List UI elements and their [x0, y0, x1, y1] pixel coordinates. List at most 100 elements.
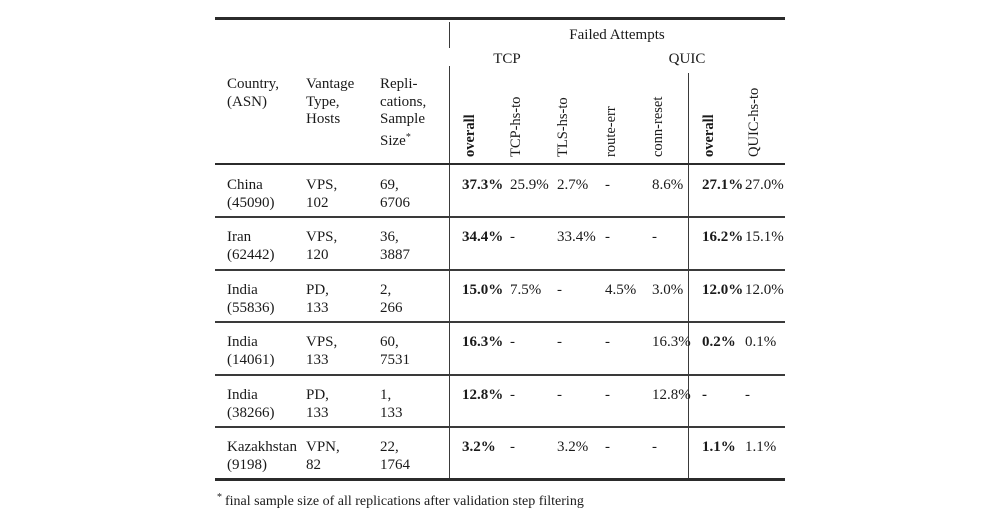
cell-tcp-hs-to: -: [510, 439, 515, 455]
cell-tcp-hs-to: 25.9%: [510, 177, 549, 193]
cell-country: India (55836): [227, 282, 275, 317]
cell-quic-hs-to: 15.1%: [745, 229, 784, 245]
column-header-replications-line4: Size*: [380, 131, 411, 149]
rule-row-3: [215, 321, 785, 323]
table-footnote: * final sample size of all replications a…: [217, 492, 584, 510]
rule-row-5: [215, 426, 785, 428]
rotated-header-tls-hs-to: TLS-hs-to: [555, 97, 571, 157]
country-name: India: [227, 334, 258, 350]
cell-quic-overall: 16.2%: [702, 229, 744, 245]
column-header-country-line1: Country,: [227, 76, 279, 92]
cell-tcp-hs-to: -: [510, 229, 515, 245]
cell-country: India (38266): [227, 387, 275, 422]
country-asn: (14061): [227, 351, 275, 368]
replications-count: 60,: [380, 334, 399, 350]
vantage-hosts: 133: [306, 404, 329, 421]
country-asn: (55836): [227, 299, 275, 316]
table-row-india-14061: India (14061) VPS, 133 60, 7531 16.3% - …: [0, 323, 1000, 375]
cell-vantage: VPS, 133: [306, 334, 337, 369]
cell-conn-reset: 8.6%: [652, 177, 684, 193]
column-header-vantage-line2: Type,: [306, 93, 340, 110]
cell-tls-hs-to: 3.2%: [557, 439, 589, 455]
country-asn: (45090): [227, 194, 275, 211]
cell-quic-overall: 12.0%: [702, 282, 744, 298]
vantage-type: VPN,: [306, 439, 340, 455]
group-header-tcp: TCP: [493, 51, 521, 67]
vline-tcp-header-top: [449, 22, 451, 48]
vantage-hosts: 102: [306, 194, 329, 211]
rule-header-bottom: [215, 163, 785, 165]
cell-replications: 36, 3887: [380, 229, 410, 264]
table-row-india-55836: India (55836) PD, 133 2, 266 15.0% 7.5% …: [0, 271, 1000, 323]
table-row-china-45090: China (45090) VPS, 102 69, 6706 37.3% 25…: [0, 166, 1000, 218]
cell-tcp-overall: 12.8%: [462, 387, 504, 403]
cell-tcp-hs-to: 7.5%: [510, 282, 542, 298]
vantage-type: VPS,: [306, 229, 338, 245]
cell-tcp-overall: 15.0%: [462, 282, 504, 298]
cell-replications: 60, 7531: [380, 334, 410, 369]
country-name: Kazakhstan: [227, 439, 297, 455]
country-asn: (9198): [227, 456, 267, 473]
replications-count: 1,: [380, 387, 392, 403]
country-name: China: [227, 177, 263, 193]
sample-size: 133: [380, 404, 403, 421]
cell-vantage: VPS, 102: [306, 177, 337, 212]
cell-conn-reset: 3.0%: [652, 282, 684, 298]
vline-quic-body: [688, 165, 690, 478]
column-header-vantage: Vantage Type, Hosts: [306, 76, 354, 129]
vantage-hosts: 82: [306, 456, 321, 473]
footnote-text: final sample size of all replications af…: [225, 494, 584, 509]
vline-tcp-header: [449, 66, 451, 163]
column-header-country: Country, (ASN): [227, 76, 279, 111]
cell-tcp-overall: 37.3%: [462, 177, 504, 193]
cell-vantage: PD, 133: [306, 282, 329, 317]
cell-tls-hs-to: 33.4%: [557, 229, 596, 245]
cell-tcp-overall: 34.4%: [462, 229, 504, 245]
country-asn: (38266): [227, 404, 275, 421]
cell-conn-reset: 12.8%: [652, 387, 691, 403]
cell-replications: 2, 266: [380, 282, 403, 317]
vantage-hosts: 133: [306, 299, 329, 316]
column-header-replications-line3: Sample: [380, 111, 425, 127]
rule-row-4: [215, 374, 785, 376]
cell-country: Kazakhstan (9198): [227, 439, 297, 474]
cell-replications: 22, 1764: [380, 439, 410, 474]
rotated-header-conn-reset: conn-reset: [650, 96, 666, 157]
cell-vantage: VPS, 120: [306, 229, 337, 264]
cell-quic-hs-to: 27.0%: [745, 177, 784, 193]
sample-size: 3887: [380, 246, 410, 263]
sample-size-footnote-marker: *: [405, 131, 411, 143]
cell-quic-overall: 0.2%: [702, 334, 736, 350]
table-row-iran-62442: Iran (62442) VPS, 120 36, 3887 34.4% - 3…: [0, 218, 1000, 270]
column-header-replications-line2: cations,: [380, 93, 427, 110]
replications-count: 69,: [380, 177, 399, 193]
cell-quic-hs-to: -: [745, 387, 750, 403]
cell-route-err: -: [605, 177, 610, 193]
country-name: India: [227, 282, 258, 298]
cell-country: India (14061): [227, 334, 275, 369]
column-header-replications: Repli- cations, Sample Size*: [380, 76, 426, 150]
vantage-type: VPS,: [306, 334, 338, 350]
footnote-marker: *: [217, 492, 222, 503]
country-name: Iran: [227, 229, 252, 245]
sample-size: 266: [380, 299, 403, 316]
replications-count: 36,: [380, 229, 399, 245]
cell-conn-reset: -: [652, 439, 657, 455]
column-header-country-line2: (ASN): [227, 93, 267, 110]
cell-quic-overall: 1.1%: [702, 439, 736, 455]
cell-quic-overall: -: [702, 387, 707, 403]
rotated-header-route-err: route-err: [603, 106, 619, 157]
cell-vantage: PD, 133: [306, 387, 329, 422]
vline-quic-header: [688, 73, 690, 163]
sample-size: 6706: [380, 194, 410, 211]
cell-tls-hs-to: -: [557, 387, 562, 403]
cell-route-err: 4.5%: [605, 282, 637, 298]
table-row-india-38266: India (38266) PD, 133 1, 133 12.8% - - -…: [0, 376, 1000, 428]
cell-conn-reset: -: [652, 229, 657, 245]
rotated-header-tcp-hs-to: TCP-hs-to: [508, 96, 524, 157]
vantage-type: PD,: [306, 282, 329, 298]
cell-country: China (45090): [227, 177, 275, 212]
vantage-hosts: 120: [306, 246, 329, 263]
rotated-header-quic-overall: overall: [701, 114, 717, 157]
